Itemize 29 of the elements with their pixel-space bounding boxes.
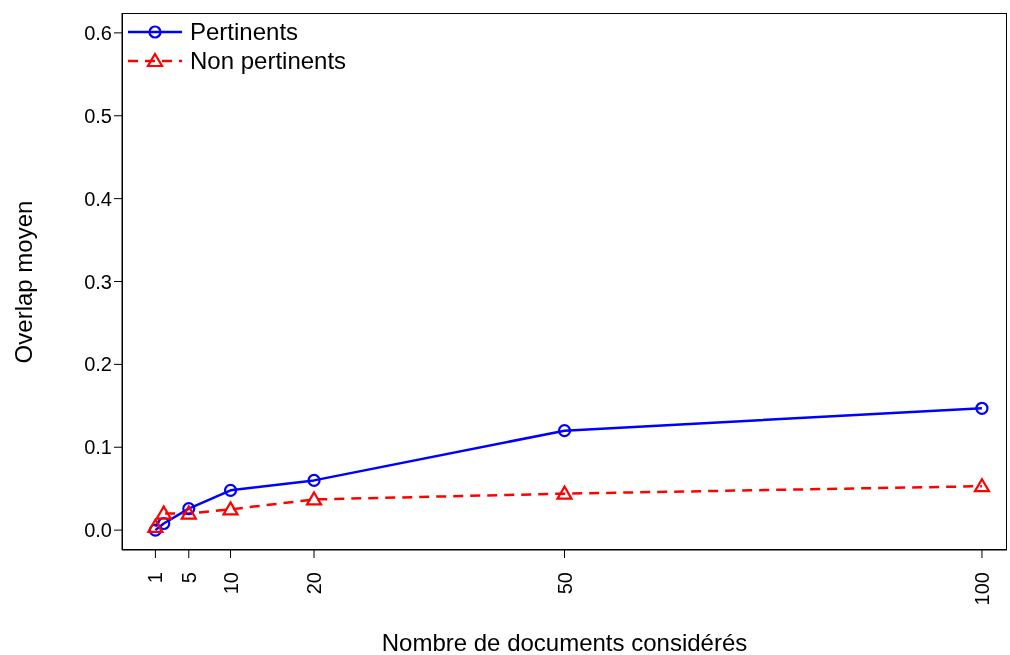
- point: [307, 473, 321, 487]
- y-tick-label: 0.1: [84, 436, 112, 459]
- point: [147, 518, 164, 533]
- y-axis-title: Overlap moyen: [10, 200, 38, 363]
- point: [975, 401, 989, 415]
- point: [222, 501, 239, 516]
- point: [155, 505, 172, 520]
- y-tick-label: 0.6: [84, 21, 112, 44]
- legend-label: Non pertinents: [190, 46, 347, 75]
- y-tick-label: 0.4: [84, 187, 112, 210]
- point: [180, 505, 197, 520]
- legend-label: Pertinents: [190, 17, 299, 46]
- point: [973, 478, 991, 493]
- y-tick-label: 0.5: [84, 104, 112, 127]
- point: [182, 501, 196, 516]
- x-tick-label: 20: [303, 572, 326, 595]
- point: [305, 491, 323, 506]
- x-tick-label: 10: [219, 572, 242, 595]
- x-tick-label: 50: [553, 572, 576, 595]
- point: [557, 424, 572, 438]
- y-tick-label: 0.3: [84, 270, 112, 293]
- x-tick-label: 100: [970, 572, 993, 606]
- y-tick-label: 0.0: [84, 519, 112, 542]
- point: [556, 485, 573, 500]
- y-tick-label: 0.2: [84, 353, 112, 376]
- x-axis-title: Nombre de documents considérés: [381, 629, 748, 655]
- x-tick-label: 5: [177, 572, 200, 584]
- point: [223, 483, 238, 497]
- x-tick-label: 1: [144, 572, 167, 584]
